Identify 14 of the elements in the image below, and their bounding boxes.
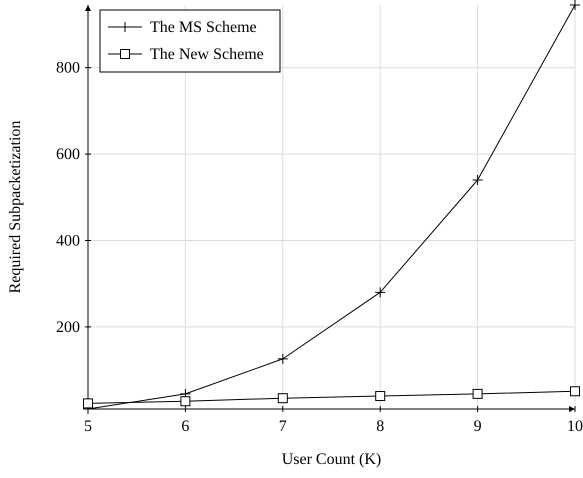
x-tick-label: 5 [84,418,92,435]
x-axis-title: User Count (K) [282,451,382,468]
y-tick-label: 200 [56,318,80,336]
y-axis-title: Required Subpacketization [7,120,24,294]
y-tick-label: 800 [56,60,80,77]
y-tick-label: 400 [56,232,80,250]
legend-label: The New Scheme [150,46,264,63]
x-tick-label: 10 [567,418,583,435]
x-tick-label: 8 [376,418,384,435]
legend-label: The MS Scheme [150,19,257,36]
y-tick-label: 600 [56,146,80,164]
x-tick-label: 9 [474,418,482,435]
x-tick-label: 7 [278,418,287,435]
x-tick-label: 6 [181,418,190,435]
